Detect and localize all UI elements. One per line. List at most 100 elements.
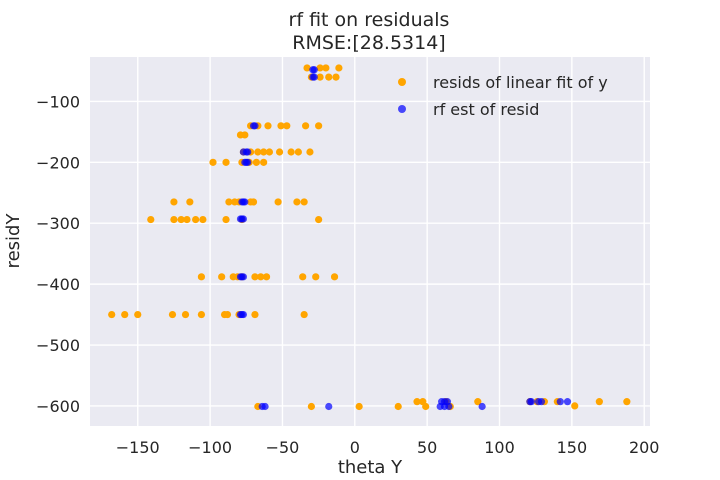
legend-label-rf: rf est of resid [433, 100, 539, 119]
y-tick-label: −500 [36, 336, 80, 355]
resid-point [260, 158, 268, 166]
resid-point [325, 73, 333, 81]
x-tick-label: −100 [188, 438, 232, 457]
resid-point [274, 198, 282, 206]
y-axis-label: residY [3, 213, 24, 269]
rf-estimate-point [241, 158, 249, 166]
resid-point [316, 64, 324, 72]
resid-point [312, 273, 320, 281]
resid-point [260, 148, 268, 156]
resid-point [199, 215, 207, 224]
resid-point [181, 310, 190, 319]
y-tick-label: −100 [36, 92, 80, 111]
resid-point [571, 402, 579, 410]
resid-point [170, 198, 178, 206]
resid-point [121, 310, 129, 319]
resid-point [275, 148, 284, 156]
resid-point [147, 215, 155, 224]
rf-estimate-point [563, 398, 572, 406]
rf-estimate-point [537, 398, 546, 406]
y-tick-label: −200 [36, 153, 80, 172]
chart-subtitle: RMSE:[28.5314] [292, 32, 445, 54]
x-tick-label: 100 [484, 438, 515, 457]
y-tick-label: −400 [36, 275, 80, 294]
resid-point [197, 310, 206, 319]
resid-point [302, 122, 310, 130]
resid-point [192, 215, 200, 224]
resid-point [168, 310, 177, 319]
resid-point [283, 122, 291, 130]
resid-point [394, 402, 402, 411]
resid-point [249, 198, 258, 206]
rf-estimate-point [261, 402, 269, 411]
resid-point [330, 273, 339, 281]
resid-point [197, 273, 206, 281]
resid-point [251, 310, 259, 319]
legend-marker-resids [398, 78, 406, 86]
resid-point [335, 64, 343, 72]
rf-estimate-point [239, 273, 247, 281]
resid-point [108, 310, 116, 319]
grid-lines [90, 57, 650, 426]
rf-estimate-point [445, 402, 453, 411]
rf-estimate-point [239, 215, 247, 223]
rf-estimate-point [556, 398, 564, 406]
resid-point [413, 398, 421, 406]
resid-point [265, 148, 274, 156]
plot-area [90, 57, 650, 426]
rf-estimate-point [527, 398, 535, 406]
resid-point [277, 122, 285, 130]
resid-point [262, 273, 271, 281]
resid-point [218, 273, 226, 281]
rf-estimate-point [325, 402, 333, 411]
axis-ticks: −150 −100 −50 0 50 100 150 200−100−200−300−400−… [36, 92, 659, 457]
resid-point [264, 122, 272, 130]
resid-point [595, 398, 603, 406]
resid-point [254, 148, 262, 156]
chart-legend: resids of linear fit of y rf est of resi… [398, 73, 608, 119]
y-tick-label: −300 [36, 214, 80, 233]
rf-estimate-point [310, 66, 318, 74]
resid-point [225, 198, 233, 206]
resid-point [623, 398, 631, 406]
resid-point [300, 310, 308, 319]
x-tick-label: 0 [350, 438, 360, 457]
rf-estimate-point [310, 73, 318, 81]
data-points [108, 64, 631, 411]
resid-point [257, 273, 265, 281]
legend-label-resids: resids of linear fit of y [433, 73, 608, 92]
resid-point [177, 215, 185, 224]
x-tick-label: 50 [417, 438, 437, 457]
rf-estimate-point [251, 122, 259, 130]
resid-point [300, 198, 308, 206]
resid-point [322, 64, 330, 72]
resid-point [474, 398, 482, 406]
x-tick-label: 200 [629, 438, 660, 457]
rf-estimate-point [241, 198, 249, 206]
resid-point [306, 148, 314, 156]
resid-point [315, 215, 323, 224]
resid-point [222, 215, 230, 224]
x-axis-label: theta Y [338, 457, 403, 478]
resid-point [315, 122, 323, 130]
resid-point [294, 148, 302, 156]
resid-point [134, 310, 142, 319]
resid-point [419, 398, 427, 406]
rf-estimate-point [242, 148, 250, 156]
x-tick-label: 150 [557, 438, 588, 457]
resid-point [307, 402, 315, 411]
rf-estimate-point [239, 310, 247, 319]
chart-title: rf fit on residuals [289, 9, 450, 31]
resid-point [186, 198, 194, 206]
resid-point [222, 158, 230, 166]
resid-point [293, 198, 301, 206]
rf-estimate-point [478, 402, 486, 411]
x-tick-label: −50 [266, 438, 300, 457]
resid-point [332, 73, 340, 81]
resid-point [223, 310, 232, 319]
resid-point [183, 215, 191, 224]
resid-point [355, 402, 363, 411]
legend-marker-rf [398, 105, 406, 113]
x-tick-label: −150 [116, 438, 160, 457]
